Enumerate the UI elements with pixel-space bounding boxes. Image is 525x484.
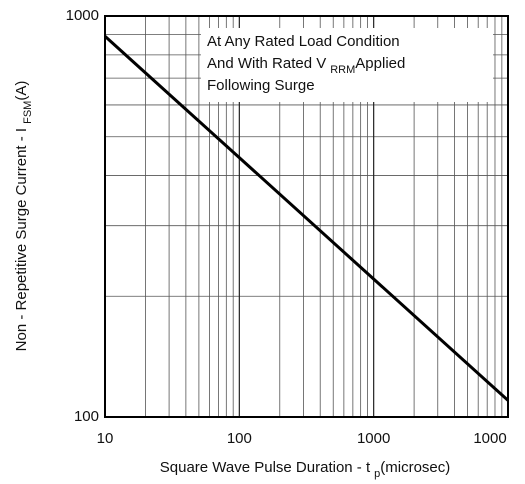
y-tick-label: 100 xyxy=(74,408,99,425)
y-label-unit: (A) xyxy=(13,81,30,101)
plot xyxy=(103,15,510,418)
x-label-sub: p xyxy=(374,468,380,480)
data-line xyxy=(103,35,510,402)
annotation: At Any Rated Load Condition xyxy=(207,33,400,50)
y-axis-label: Non - Repetitive Surge Current - I FSM(A) xyxy=(13,81,34,352)
y-tick-label: 1000 xyxy=(66,7,99,24)
plot-frame xyxy=(104,15,509,418)
annotation-sub: RRM xyxy=(330,64,355,76)
x-tick-label: 100 xyxy=(227,430,252,447)
y-label-sub: FSM xyxy=(22,101,34,124)
annotation: And With Rated V RRMApplied xyxy=(207,55,405,76)
annotation-text: Applied xyxy=(355,55,405,72)
x-label-text: Square Wave Pulse Duration - t xyxy=(160,459,371,476)
annotation: Following Surge xyxy=(207,77,315,94)
x-tick-label: 1000 xyxy=(473,430,506,447)
x-tick-label: 10 xyxy=(97,430,114,447)
y-label-text: Non - Repetitive Surge Current - I xyxy=(13,128,30,351)
x-tick-label: 1000 xyxy=(357,430,390,447)
annotation-box xyxy=(201,28,493,102)
x-axis-label: Square Wave Pulse Duration - t p(microsec… xyxy=(160,459,451,480)
annotation-text: And With Rated V xyxy=(207,55,326,72)
x-label-unit: (microsec) xyxy=(380,459,450,476)
